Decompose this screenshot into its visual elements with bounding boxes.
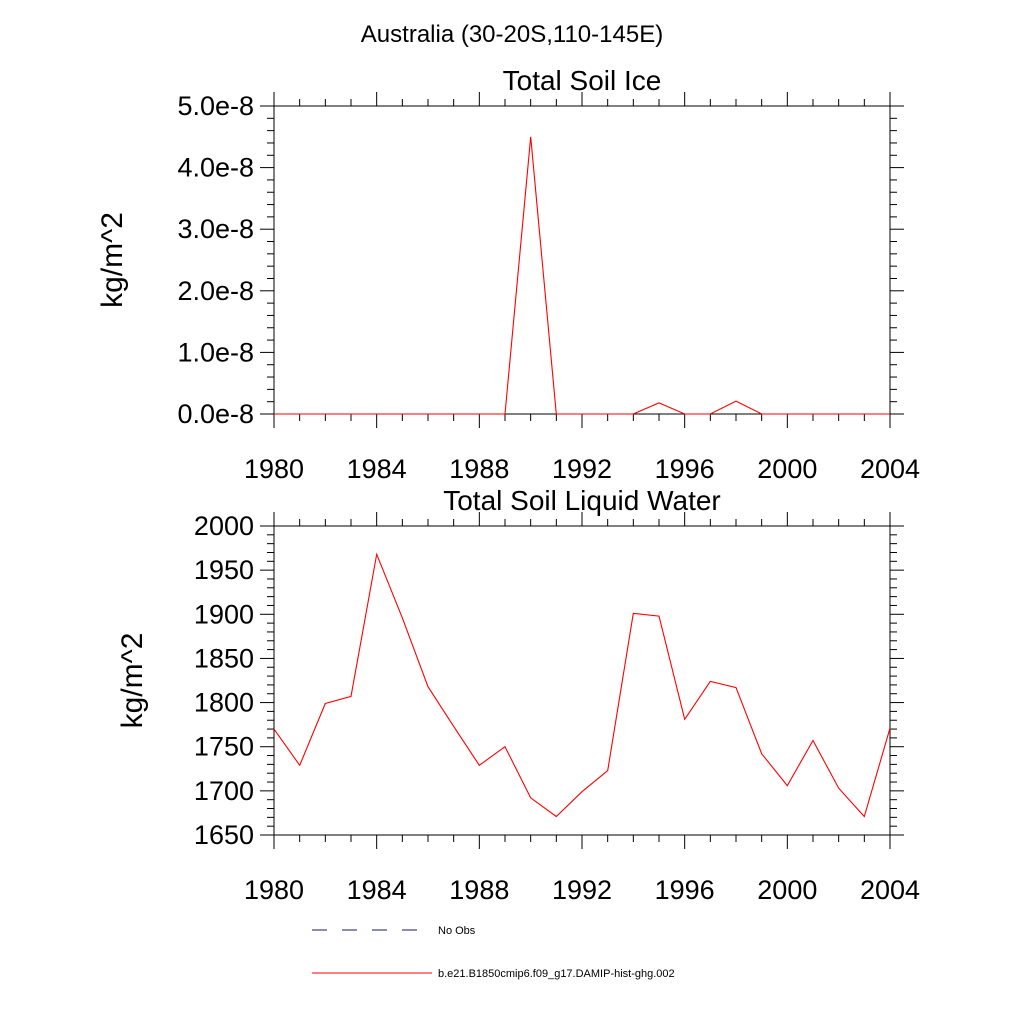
panel-total-soil-liquid-water: 1650 1700 1750 1800 1850 1900 1950 2000 1980 1984… <box>116 485 920 905</box>
y-tick-label: 2.0e-8 <box>177 276 254 306</box>
y-axis-label: kg/m^2 <box>96 212 129 308</box>
y-tick-label: 1650 <box>194 820 254 850</box>
y-tick-label: 1800 <box>194 688 254 718</box>
y-axis-label: kg/m^2 <box>116 633 149 729</box>
x-tick-label: 2000 <box>757 875 817 905</box>
legend: No Obs b.e21.B1850cmip6.f09_g17.DAMIP-his… <box>312 925 675 980</box>
x-tick-label: 2004 <box>860 454 920 484</box>
figure-suptitle: Australia (30-20S,110-145E) <box>361 21 663 48</box>
x-tick-label: 1996 <box>655 875 715 905</box>
legend-label: b.e21.B1850cmip6.f09_g17.DAMIP-hist-ghg.… <box>438 968 675 980</box>
x-tick-label: 1984 <box>347 875 407 905</box>
x-tick-label: 1996 <box>655 454 715 484</box>
x-tick-label: 1992 <box>552 875 612 905</box>
y-tick-label: 0.0e-8 <box>177 399 254 429</box>
x-tick-label: 1988 <box>449 454 509 484</box>
y-tick-label: 1.0e-8 <box>177 337 254 367</box>
series-line <box>273 552 891 818</box>
panel-title: Total Soil Liquid Water <box>443 485 721 516</box>
x-tick-label: 1984 <box>347 454 407 484</box>
x-tick-label: 2000 <box>757 454 817 484</box>
y-tick-label: 1950 <box>194 555 254 585</box>
x-tick-label: 1980 <box>244 454 304 484</box>
plot-frame <box>273 525 891 836</box>
x-tick-label: 1992 <box>552 454 612 484</box>
panel-total-soil-ice: 0.0e-8 1.0e-8 2.0e-8 3.0e-8 4.0e-8 5.0e-8 1980… <box>96 65 920 484</box>
y-tick-label: 1700 <box>194 776 254 806</box>
y-tick-label: 4.0e-8 <box>177 153 254 183</box>
y-tick-label: 1850 <box>194 643 254 673</box>
y-tick-label: 1900 <box>194 599 254 629</box>
y-tick-label: 3.0e-8 <box>177 214 254 244</box>
panel-title: Total Soil Ice <box>503 65 662 96</box>
x-tick-label: 2004 <box>860 875 920 905</box>
series-line <box>274 136 890 415</box>
y-tick-label: 1750 <box>194 732 254 762</box>
x-tick-label: 1988 <box>449 875 509 905</box>
legend-label: No Obs <box>438 925 476 937</box>
plot-frame <box>273 105 891 415</box>
y-tick-label: 5.0e-8 <box>177 91 254 121</box>
x-tick-label: 1980 <box>244 875 304 905</box>
y-tick-label: 2000 <box>194 511 254 541</box>
